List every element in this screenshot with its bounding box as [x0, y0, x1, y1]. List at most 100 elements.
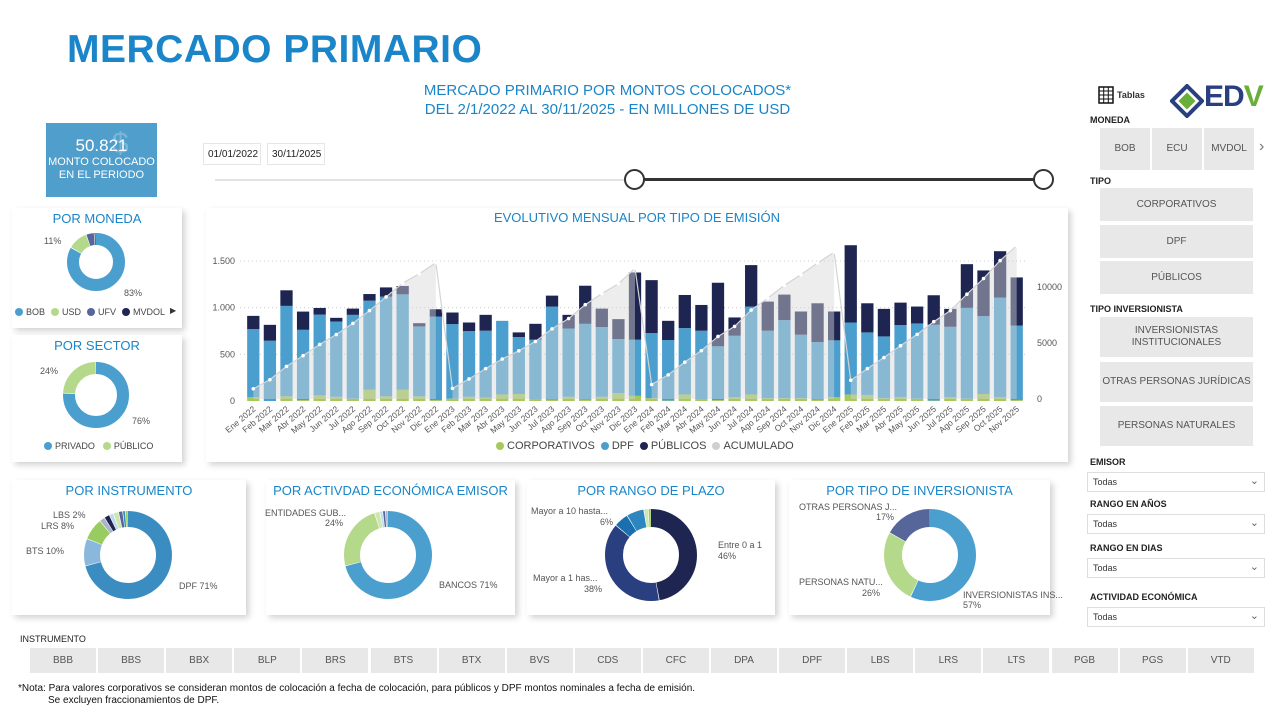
acumulado-point[interactable] [882, 355, 886, 360]
rango-dias-dropdown[interactable]: Todas ⌄ [1087, 558, 1265, 578]
filter-moneda-ecu[interactable]: ECU [1152, 128, 1202, 170]
acumulado-point[interactable] [782, 283, 787, 288]
bar-corporativos[interactable] [280, 396, 293, 401]
acumulado-point[interactable] [931, 319, 936, 324]
bar-corporativos[interactable] [612, 393, 625, 401]
bar-publicos[interactable] [346, 308, 360, 315]
bar-corporativos[interactable] [330, 396, 343, 401]
acumulado-point[interactable] [533, 339, 538, 344]
legend-item-publicos[interactable]: PÚBLICOS [639, 440, 706, 452]
bar-corporativos[interactable] [728, 397, 741, 401]
donut-slice[interactable] [84, 511, 172, 599]
donut-slice[interactable] [884, 509, 976, 601]
acumulado-point[interactable] [633, 266, 637, 271]
bar-publicos[interactable] [877, 308, 891, 337]
instrumento-option-pgs[interactable]: PGS [1119, 648, 1186, 673]
donut-slice[interactable] [884, 509, 976, 601]
bar-corporativos[interactable] [628, 395, 642, 401]
bar-corporativos[interactable] [247, 397, 260, 401]
bar-dpf[interactable] [363, 300, 376, 390]
bar-corporativos[interactable] [645, 398, 658, 401]
acumulado-point[interactable] [1014, 243, 1019, 248]
acumulado-point[interactable] [351, 321, 355, 326]
bar-dpf[interactable] [861, 332, 874, 395]
instrumento-option-btx[interactable]: BTX [438, 648, 505, 673]
bar-corporativos[interactable] [711, 400, 725, 401]
bar-dpf[interactable] [728, 335, 741, 398]
bar-corporativos[interactable] [579, 399, 592, 401]
actividad-dropdown[interactable]: Todas ⌄ [1087, 607, 1265, 627]
bar-publicos[interactable] [695, 304, 708, 331]
bar-dpf[interactable] [579, 323, 592, 400]
bar-publicos[interactable] [280, 290, 293, 306]
bar-corporativos[interactable] [960, 398, 974, 401]
bar-dpf[interactable] [479, 330, 492, 398]
bar-corporativos[interactable] [529, 399, 542, 401]
bar-corporativos[interactable] [496, 394, 509, 401]
bar-corporativos[interactable] [562, 396, 575, 401]
bar-corporativos[interactable] [877, 398, 891, 401]
bar-publicos[interactable] [828, 311, 841, 341]
filter-tipo-corporativos[interactable]: CORPORATIVOS [1100, 188, 1253, 221]
instrumento-option-vtd[interactable]: VTD [1187, 648, 1254, 673]
bar-corporativos[interactable] [993, 397, 1007, 401]
bar-publicos[interactable] [247, 315, 260, 330]
acumulado-point[interactable] [500, 357, 505, 361]
bar-dpf[interactable] [330, 321, 343, 397]
bar-dpf[interactable] [977, 316, 990, 394]
bar-dpf[interactable] [645, 333, 658, 399]
bar-dpf[interactable] [529, 339, 542, 400]
bar-publicos[interactable] [562, 314, 575, 329]
date-slider-end-handle[interactable] [1033, 169, 1054, 190]
bar-corporativos[interactable] [346, 398, 360, 401]
triangle-right-icon[interactable]: ▶ [170, 306, 177, 315]
donut-slice[interactable] [344, 511, 432, 599]
bar-dpf[interactable] [662, 340, 675, 401]
acumulado-point[interactable] [815, 261, 820, 265]
bar-dpf[interactable] [844, 322, 857, 395]
bar-dpf[interactable] [761, 330, 774, 399]
acumulado-point[interactable] [566, 316, 571, 321]
acumulado-point[interactable] [666, 373, 670, 377]
acumulado-point[interactable] [832, 250, 836, 255]
filter-moneda-bob[interactable]: BOB [1100, 128, 1150, 170]
donut-slice[interactable] [63, 362, 129, 428]
chevron-right-icon[interactable]: › [1259, 138, 1265, 155]
bar-dpf[interactable] [512, 337, 525, 394]
bar-publicos[interactable] [794, 311, 808, 335]
bar-publicos[interactable] [545, 295, 559, 307]
acumulado-point[interactable] [384, 295, 388, 299]
bar-dpf[interactable] [877, 336, 891, 399]
filter-otras-personas-juridicas[interactable]: OTRAS PERSONAS JURÍDICAS [1100, 362, 1253, 402]
bar-publicos[interactable] [678, 294, 691, 329]
bar-corporativos[interactable] [678, 394, 691, 401]
bar-publicos[interactable] [811, 303, 824, 343]
bar-publicos[interactable] [910, 306, 924, 324]
bar-corporativos[interactable] [595, 396, 608, 401]
acumulado-point[interactable] [251, 386, 256, 391]
bar-publicos[interactable] [330, 317, 343, 322]
bar-publicos[interactable] [595, 308, 608, 328]
acumulado-point[interactable] [732, 324, 737, 329]
bar-corporativos[interactable] [861, 394, 874, 401]
bar-corporativos[interactable] [462, 396, 476, 401]
tables-button[interactable]: Tablas [1098, 86, 1145, 104]
instrumento-option-bts[interactable]: BTS [370, 648, 437, 673]
bar-corporativos[interactable] [379, 396, 393, 401]
legend-item-privado[interactable]: PRIVADO [44, 441, 95, 451]
acumulado-point[interactable] [998, 258, 1002, 263]
acumulado-point[interactable] [799, 272, 803, 277]
bar-dpf[interactable] [296, 329, 310, 401]
acumulado-point[interactable] [948, 308, 953, 313]
filter-tipo-publicos[interactable]: PÚBLICOS [1100, 261, 1253, 294]
bar-dpf[interactable] [545, 306, 559, 400]
bar-dpf[interactable] [711, 346, 725, 401]
instrumento-option-lbs[interactable]: LBS [847, 648, 914, 673]
acumulado-point[interactable] [517, 348, 521, 353]
bar-dpf[interactable] [612, 339, 625, 394]
legend-item-ufv[interactable]: UFV [87, 307, 116, 317]
bar-publicos[interactable] [894, 302, 907, 326]
acumulado-point[interactable] [765, 296, 770, 300]
bar-dpf[interactable] [960, 307, 974, 399]
acumulado-point[interactable] [268, 377, 272, 382]
